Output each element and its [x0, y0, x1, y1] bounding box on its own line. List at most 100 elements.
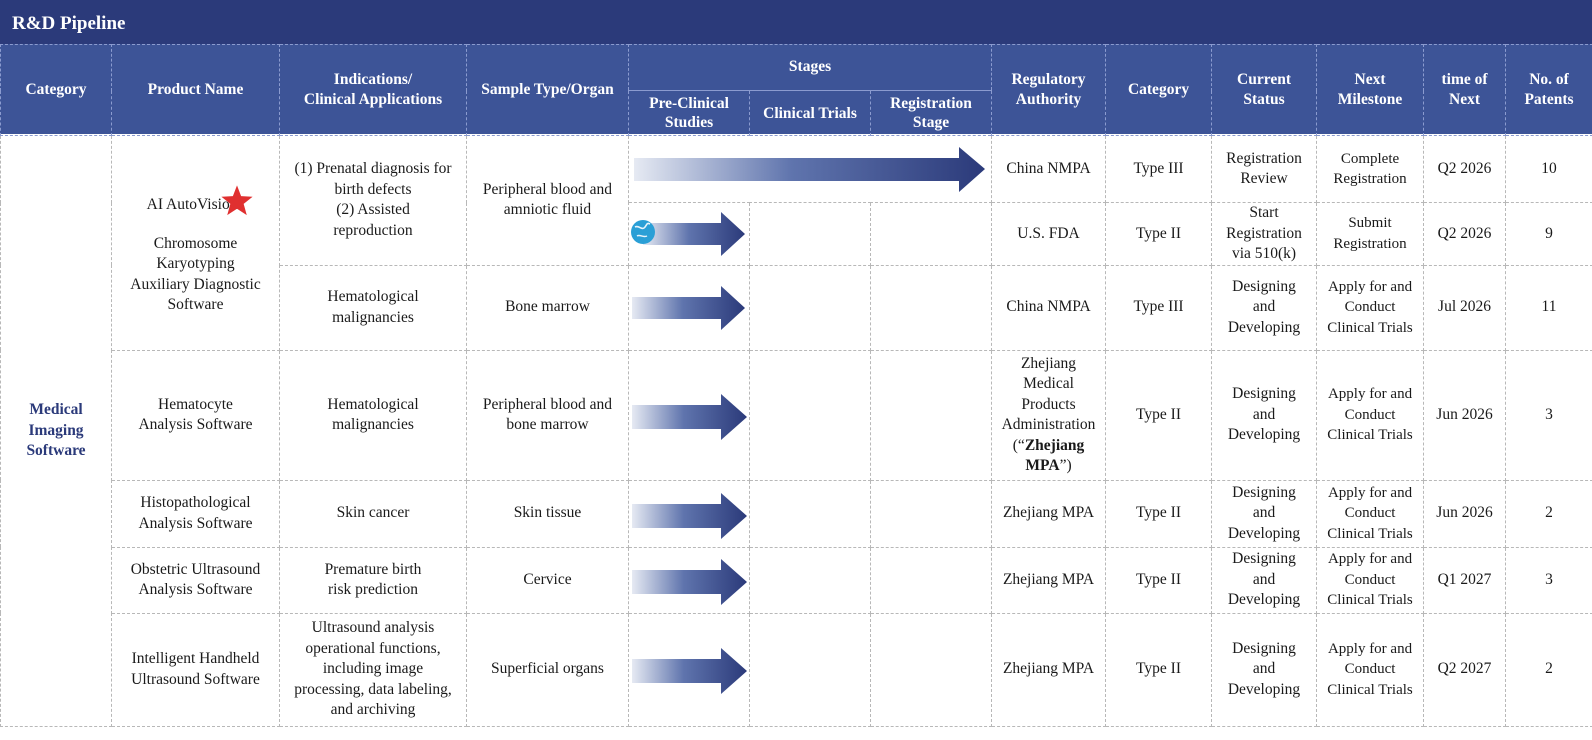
status-row3: Designing and Developing	[1211, 264, 1318, 351]
indication-row1: (1) Prenatal diagnosis for birth defects(…	[279, 135, 467, 266]
progress-arrow-row5	[632, 492, 747, 539]
stage-progress-row5	[628, 479, 750, 548]
category-type-row5: Type II	[1105, 479, 1213, 548]
time-row1: Q2 2026	[1423, 135, 1507, 203]
table-row: Hematological malignancies Bone marrow Ch…	[1, 264, 1592, 351]
stage-progress-row7	[628, 612, 750, 727]
time-row2: Q2 2026	[1423, 202, 1507, 266]
product-ai-autovision: AI AutoVision® ChromosomeKaryotypingAuxi…	[111, 135, 280, 351]
progress-arrow-row4	[632, 393, 747, 440]
table-row: Hematocyte Analysis Software Hematologica…	[1, 349, 1592, 481]
authority-row7: Zhejiang MPA	[991, 612, 1107, 727]
header-registration-stage: Registration Stage	[869, 90, 993, 136]
header-indications: Indications/Clinical Applications	[279, 44, 467, 136]
milestone-row1: Complete Registration	[1316, 135, 1425, 203]
sample-row7: Superficial organs	[466, 612, 629, 727]
status-row1: Registration Review	[1211, 135, 1318, 203]
registration-empty-row2	[869, 202, 993, 266]
header-stages: Stages	[627, 44, 993, 91]
clinical-empty-row5	[749, 479, 871, 548]
header-clinical-trials: Clinical Trials	[749, 90, 871, 136]
milestone-row7: Apply for and Conduct Clinical Trials	[1316, 612, 1425, 727]
indication-row3: Hematological malignancies	[279, 264, 467, 351]
clinical-empty-row7	[749, 612, 871, 727]
product-obstetric-ultrasound: Obstetric Ultrasound Analysis Software	[111, 546, 280, 614]
patents-row3: 11	[1505, 264, 1592, 351]
milestone-row6: Apply for and Conduct Clinical Trials	[1316, 546, 1425, 614]
authority-row6: Zhejiang MPA	[991, 546, 1107, 614]
clinical-empty-row6	[749, 546, 871, 614]
header-category-type: Category	[1105, 44, 1213, 136]
time-row5: Jun 2026	[1423, 479, 1507, 548]
sample-row5: Skin tissue	[466, 479, 629, 548]
patents-row6: 3	[1505, 546, 1592, 614]
clinical-empty-row3	[749, 264, 871, 351]
progress-arrow-row7	[632, 647, 747, 694]
header-regulatory-authority: Regulatory Authority	[991, 44, 1107, 136]
stage-progress-row3	[628, 264, 750, 351]
page-title: R&D Pipeline	[0, 0, 1592, 44]
registration-empty-row7	[869, 612, 993, 727]
patents-row5: 2	[1505, 479, 1592, 548]
status-row4: Designing and Developing	[1211, 349, 1318, 481]
product-intelligent-handheld: Intelligent Handheld Ultrasound Software	[111, 612, 280, 727]
indication-row5: Skin cancer	[279, 479, 467, 548]
status-row6: Designing and Developing	[1211, 546, 1318, 614]
clinical-empty-row4	[749, 349, 871, 481]
pipeline-table: Category Product Name Indications/Clinic…	[0, 44, 1592, 727]
time-row6: Q1 2027	[1423, 546, 1507, 614]
sample-row4: Peripheral blood and bone marrow	[466, 349, 629, 481]
category-type-row7: Type II	[1105, 612, 1213, 727]
product-histopathological: Histopathological Analysis Software	[111, 479, 280, 548]
table-row: Obstetric Ultrasound Analysis Software Pr…	[1, 546, 1592, 614]
milestone-row2: Submit Registration	[1316, 202, 1425, 266]
milestone-row5: Apply for and Conduct Clinical Trials	[1316, 479, 1425, 548]
header-category: Category	[0, 44, 112, 136]
stage-progress-row2	[628, 202, 750, 266]
progress-arrow-row1	[634, 147, 985, 192]
registration-empty-row5	[869, 479, 993, 548]
header-no-of-patents: No. of Patents	[1505, 44, 1592, 136]
category-type-row4: Type II	[1105, 349, 1213, 481]
time-row3: Jul 2026	[1423, 264, 1507, 351]
milestone-row3: Apply for and Conduct Clinical Trials	[1316, 264, 1425, 351]
milestone-row4: Apply for and Conduct Clinical Trials	[1316, 349, 1425, 481]
patents-row2: 9	[1505, 202, 1592, 266]
table-row: U.S. FDA Type II Start Registration via 51…	[1, 202, 1592, 266]
category-type-row1: Type III	[1105, 135, 1213, 203]
registration-empty-row4	[869, 349, 993, 481]
patents-row4: 3	[1505, 349, 1592, 481]
header-time-of-next: time of Next	[1423, 44, 1507, 136]
sample-row1: Peripheral blood and amniotic fluid	[466, 135, 629, 266]
authority-row4: Zhejiang Medical Products Administration (“Z…	[991, 349, 1107, 481]
authority-row3: China NMPA	[991, 264, 1107, 351]
patents-row7: 2	[1505, 612, 1592, 727]
registration-empty-row6	[869, 546, 993, 614]
progress-arrow-row3	[632, 285, 745, 330]
indication-row6: Premature birth risk prediction	[279, 546, 467, 614]
header-next-milestone: Next Milestone	[1316, 44, 1425, 136]
status-row2: Start Registration via 510(k)	[1211, 202, 1318, 266]
category-type-row2: Type II	[1105, 202, 1213, 266]
progress-arrow-row2	[631, 212, 745, 256]
status-row5: Designing and Developing	[1211, 479, 1318, 548]
header-sample-type: Sample Type/Organ	[466, 44, 629, 136]
authority-row5: Zhejiang MPA	[991, 479, 1107, 548]
patents-row1: 10	[1505, 135, 1592, 203]
category-type-row6: Type II	[1105, 546, 1213, 614]
time-row4: Jun 2026	[1423, 349, 1507, 481]
globe-icon	[631, 220, 655, 244]
stage-progress-row6	[628, 546, 750, 614]
authority-row2: U.S. FDA	[991, 202, 1107, 266]
stage-progress-row4	[628, 349, 750, 481]
indication-row7: Ultrasound analysis operational functions…	[279, 612, 467, 727]
sample-row3: Bone marrow	[466, 264, 629, 351]
header-product-name: Product Name	[111, 44, 280, 136]
registration-empty-row3	[869, 264, 993, 351]
clinical-empty-row2	[749, 202, 871, 266]
progress-arrow-row6	[632, 558, 747, 605]
category-type-row3: Type III	[1105, 264, 1213, 351]
header-current-status: Current Status	[1211, 44, 1318, 136]
header-preclinical: Pre-Clinical Studies	[628, 90, 750, 136]
